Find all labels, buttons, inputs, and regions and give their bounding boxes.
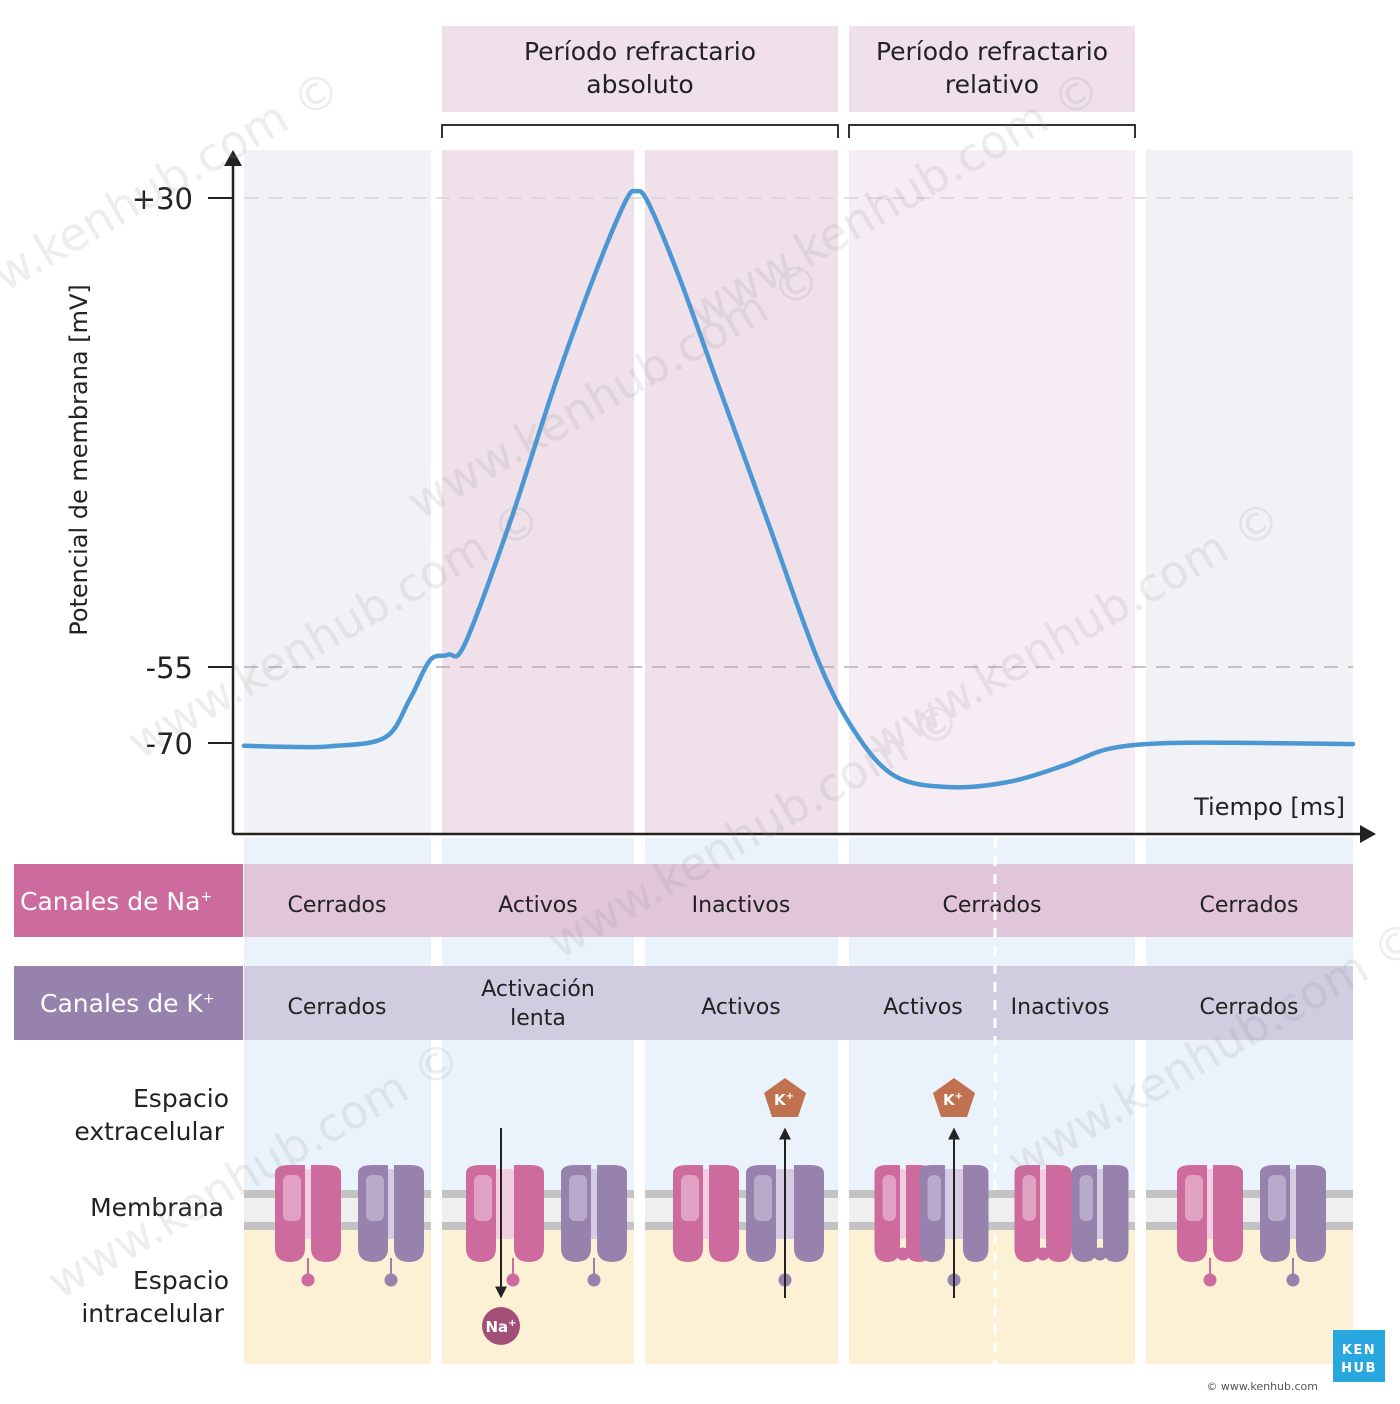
extracellular-label-line2: extracelular <box>74 1117 224 1146</box>
channel-subunit-right <box>794 1165 824 1262</box>
k-state-1: Cerrados <box>288 995 387 1020</box>
k-row-title: Canales de K+ <box>40 989 215 1018</box>
gate-ball <box>302 1274 315 1287</box>
k-state-2-line1: Activación <box>481 977 595 1002</box>
na-state-3: Inactivos <box>692 893 791 918</box>
gate-ball <box>1094 1248 1107 1261</box>
channel-highlight <box>474 1175 492 1221</box>
gate-ball <box>897 1248 910 1261</box>
channel-subunit-right <box>1296 1165 1326 1262</box>
extracellular-label-line1: Espacio <box>133 1084 229 1113</box>
k-state-5: Inactivos <box>1011 995 1110 1020</box>
na-state-5: Cerrados <box>1200 893 1299 918</box>
x-axis-arrow <box>1360 825 1376 843</box>
k-state-3: Activos <box>701 995 780 1020</box>
y-axis-label: Potencial de membrana [mV] <box>65 284 93 636</box>
na-state-1: Cerrados <box>288 893 387 918</box>
k-state-2-line2: lenta <box>510 1006 566 1031</box>
channel-subunit-right <box>1046 1165 1072 1262</box>
channel-highlight <box>754 1175 772 1221</box>
gate-ball <box>688 1248 701 1261</box>
intracellular-label-line2: intracelular <box>81 1299 224 1328</box>
resting-band-right <box>1146 150 1353 835</box>
channel-highlight <box>681 1175 699 1221</box>
na-row-title: Canales de Na+ <box>20 887 212 916</box>
gate-ball <box>1037 1248 1050 1261</box>
relative-header-line1: Período refractario <box>876 37 1108 66</box>
channel-highlight <box>366 1175 384 1221</box>
gate-ball <box>588 1274 601 1287</box>
channel-highlight <box>1268 1175 1286 1221</box>
na-state-4: Cerrados <box>943 893 1042 918</box>
channel-highlight <box>1080 1175 1094 1221</box>
absolute-bracket <box>442 125 838 138</box>
channel-subunit-right <box>597 1165 627 1262</box>
channel-pore <box>494 1169 516 1239</box>
tick-label-minus55: -55 <box>146 651 193 685</box>
channel-highlight <box>1185 1175 1203 1221</box>
resting-band-left <box>244 150 431 835</box>
channel-subunit-right <box>709 1165 739 1262</box>
absolute-header-line1: Período refractario <box>524 37 756 66</box>
gate-ball <box>1287 1274 1300 1287</box>
absolute-header-line2: absoluto <box>586 70 693 99</box>
channel-highlight <box>928 1175 942 1221</box>
na-row-band <box>244 864 1353 937</box>
x-axis-label: Tiempo [ms] <box>1193 793 1345 821</box>
gate-ball <box>507 1274 520 1287</box>
channel-subunit-right <box>1103 1165 1129 1262</box>
channel-subunit-right <box>514 1165 544 1262</box>
copyright-text: © www.kenhub.com <box>1206 1380 1318 1393</box>
channel-highlight <box>883 1175 897 1221</box>
channel-subunit-right <box>1213 1165 1243 1262</box>
channel-subunit-right <box>963 1165 989 1262</box>
intracellular-label-line1: Espacio <box>133 1266 229 1295</box>
kenhub-logo: KEN HUB <box>1333 1330 1385 1382</box>
k-row-band <box>244 966 1353 1040</box>
channel-subunit-right <box>311 1165 341 1262</box>
logo-line1: KEN <box>1342 1343 1376 1358</box>
k-channel-row: Canales de K+ Cerrados Activación lenta … <box>14 966 1353 1040</box>
gate-ball <box>1204 1274 1217 1287</box>
channel-subunit-right <box>394 1165 424 1262</box>
logo-line2: HUB <box>1341 1361 1377 1376</box>
gate-ball <box>385 1274 398 1287</box>
k-state-4: Activos <box>883 995 962 1020</box>
channel-highlight <box>569 1175 587 1221</box>
